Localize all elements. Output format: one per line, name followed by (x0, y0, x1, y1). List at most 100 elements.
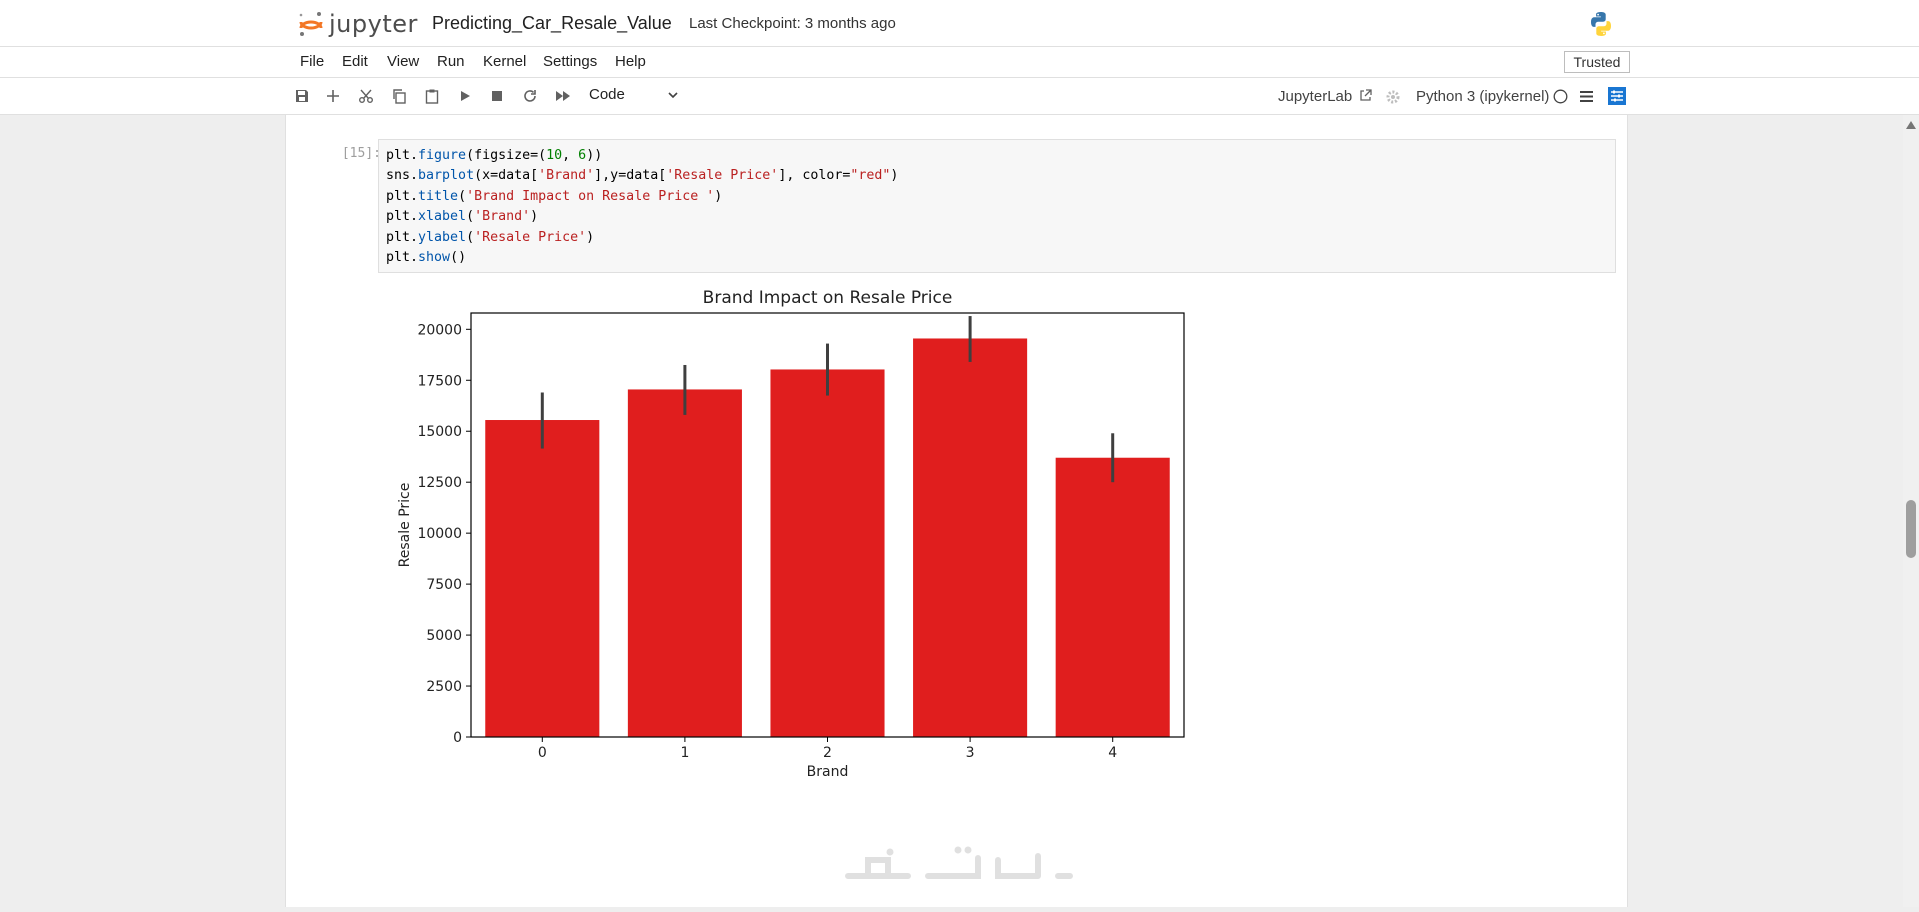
code-token: 'Resale Price' (474, 229, 587, 245)
menu-file[interactable]: File (300, 53, 325, 70)
paste-button[interactable] (422, 86, 442, 106)
python-logo-icon (1587, 10, 1615, 43)
plot-frame (470, 312, 1185, 738)
add-cell-button[interactable] (323, 86, 343, 106)
code-cell-input[interactable]: plt.figure(figsize=(10, 6)) sns.barplot(… (378, 139, 1616, 273)
y-axis-label: Resale Price (397, 483, 413, 568)
execution-count: [15]: (341, 146, 381, 161)
y-tick-label: 2500 (426, 679, 462, 695)
y-tick-label: 5000 (426, 628, 462, 644)
code-token: show (418, 250, 451, 266)
cell-type-select[interactable]: Code (589, 86, 679, 106)
run-icon (461, 91, 470, 101)
notebook-page: [15]: plt.figure(figsize=(10, 6)) sns.ba… (285, 115, 1628, 907)
cell-output: 0 1 2 3 4 0 2500 5000 7500 10000 12500 15000 17500 20… (378, 285, 1616, 907)
property-inspector-icon[interactable] (1608, 87, 1626, 105)
x-tick-label: 2 (823, 745, 832, 761)
bar (1055, 457, 1170, 737)
code-token: plt. (386, 188, 419, 204)
code-token: ) (586, 229, 595, 245)
code-token: figure (418, 148, 467, 163)
code-token: 10 (546, 148, 563, 163)
code-token: 'Brand' (474, 209, 531, 225)
code-token: ylabel (418, 229, 467, 245)
code-token: ) (890, 168, 899, 184)
code-token: ( (458, 188, 467, 204)
stop-button[interactable] (487, 86, 507, 106)
code-token: plt. (386, 229, 419, 245)
top-bar: jupyter Predicting_Car_Resale_Value Last… (0, 0, 1919, 47)
bar (485, 420, 600, 737)
code-token: (x=data[ (474, 168, 539, 184)
restart-run-all-button[interactable] (553, 86, 573, 106)
jupyter-logo[interactable]: jupyter (297, 8, 418, 40)
code-line: plt.xlabel('Brand') (386, 207, 1615, 227)
jupyterlab-label: JupyterLab (1278, 88, 1353, 105)
copy-button[interactable] (389, 86, 409, 106)
code-token: plt. (386, 209, 419, 225)
code-token: plt. (386, 148, 419, 163)
kernel-status-icon (1553, 89, 1568, 104)
x-tick-label: 4 (1108, 745, 1117, 761)
notebook-toolbar: Code JupyterLab Python 3 (ipykernel) (0, 78, 1919, 115)
y-tick-label: 12500 (417, 475, 462, 491)
code-token: ],y=data[ (594, 168, 667, 184)
code-token: title (418, 188, 459, 204)
menu-kernel[interactable]: Kernel (483, 53, 527, 70)
bar (913, 338, 1028, 737)
x-tick-label: 3 (966, 745, 975, 761)
code-line: plt.ylabel('Resale Price') (386, 228, 1615, 248)
restart-icon (524, 90, 536, 102)
kernel-name-button[interactable]: Python 3 (ipykernel) (1416, 88, 1550, 105)
code-token: , (562, 148, 579, 163)
open-jupyterlab-link[interactable]: JupyterLab (1278, 88, 1373, 105)
notebook-title[interactable]: Predicting_Car_Resale_Value (432, 13, 672, 33)
external-link-icon (1360, 89, 1373, 101)
save-icon (296, 90, 308, 102)
run-button[interactable] (455, 86, 475, 106)
fast-forward-icon (556, 91, 570, 101)
save-button[interactable] (292, 86, 312, 106)
add-icon (327, 90, 339, 102)
checkpoint-status: Last Checkpoint: 3 months ago (689, 15, 896, 32)
menu-run[interactable]: Run (437, 53, 465, 70)
code-token: 'Brand' (538, 168, 595, 184)
code-token: 'Resale Price' (666, 168, 779, 184)
vertical-scrollbar[interactable] (1903, 115, 1919, 907)
code-token: ) (714, 188, 723, 204)
x-tick-label: 0 (538, 745, 547, 761)
menu-settings[interactable]: Settings (543, 53, 598, 70)
jupyter-logo-icon (299, 12, 323, 36)
code-token: (figsize=( (466, 148, 547, 163)
paste-icon (425, 89, 439, 104)
jupyter-logo-text: jupyter (329, 10, 418, 38)
code-token: barplot (418, 168, 475, 184)
code-token: ) (530, 209, 539, 225)
cut-button[interactable] (356, 86, 376, 106)
cut-icon (359, 89, 373, 103)
code-token: "red" (850, 168, 891, 184)
trusted-button[interactable]: Trusted (1564, 51, 1630, 73)
bar-chart: 0 1 2 3 4 0 2500 5000 7500 10000 12500 15000 17500 20… (397, 288, 1185, 780)
y-tick-label: 17500 (417, 373, 462, 389)
y-tick-label: 7500 (426, 577, 462, 593)
y-tick-label: 10000 (417, 526, 462, 542)
code-token: sns. (386, 168, 419, 184)
menu-view[interactable]: View (387, 53, 420, 70)
scrollbar-thumb[interactable] (1906, 500, 1916, 558)
code-token: xlabel (418, 209, 467, 225)
code-token: 'Brand Impact on Resale Price ' (466, 188, 715, 204)
stop-icon (492, 91, 502, 101)
scroll-up-arrow-icon[interactable] (1906, 121, 1916, 129)
restart-button[interactable] (520, 86, 540, 106)
code-token: ], color= (778, 168, 851, 184)
menu-help[interactable]: Help (615, 53, 646, 70)
code-token: ( (466, 229, 475, 245)
notebook-workspace: [15]: plt.figure(figsize=(10, 6)) sns.ba… (0, 115, 1919, 907)
menu-lines-icon[interactable] (1579, 89, 1594, 104)
code-line: plt.figure(figsize=(10, 6)) (386, 146, 1615, 166)
menu-edit[interactable]: Edit (342, 53, 368, 70)
copy-icon (393, 89, 406, 104)
code-token: plt. (386, 250, 419, 266)
debugger-gear-icon[interactable] (1386, 90, 1400, 104)
